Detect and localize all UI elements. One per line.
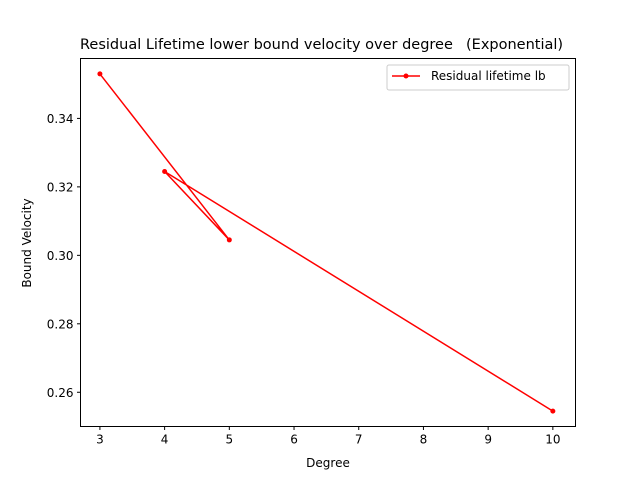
series-line — [99, 73, 554, 412]
data-point — [162, 168, 168, 174]
y-axis-label: Bound Velocity — [20, 198, 34, 287]
y-tick-label: 0.34 — [47, 112, 74, 126]
y-axis: 0.26 0.28 0.30 0.32 0.34 — [47, 112, 81, 400]
chart-title: Residual Lifetime lower bound velocity o… — [80, 37, 453, 53]
y-tick-label: 0.28 — [47, 317, 74, 331]
data-point — [226, 237, 232, 243]
x-tick-label: 6 — [290, 433, 298, 447]
legend-label: Residual lifetime lb — [431, 69, 546, 83]
chart-title-overlay: (Exponential) — [466, 37, 563, 53]
data-point — [550, 408, 556, 414]
x-tick-label: 10 — [545, 433, 560, 447]
y-tick-label: 0.32 — [47, 180, 74, 194]
x-tick-label: 4 — [161, 433, 169, 447]
x-tick-label: 9 — [484, 433, 492, 447]
data-point — [97, 71, 103, 77]
legend-box — [386, 64, 570, 91]
x-tick-label: 5 — [226, 433, 234, 447]
y-tick-label: 0.30 — [47, 249, 74, 263]
y-tick-label: 0.26 — [47, 386, 74, 400]
x-axis: 3 4 5 6 7 8 9 10 — [96, 426, 560, 447]
x-tick-label: 7 — [355, 433, 363, 447]
plot-frame — [80, 58, 576, 427]
x-axis-label: Degree — [306, 456, 350, 470]
legend-marker-icon — [403, 73, 409, 79]
x-tick-label: 3 — [96, 433, 104, 447]
series-layer — [97, 71, 556, 414]
legend: Residual lifetime lb — [386, 64, 570, 91]
x-tick-label: 8 — [420, 433, 428, 447]
